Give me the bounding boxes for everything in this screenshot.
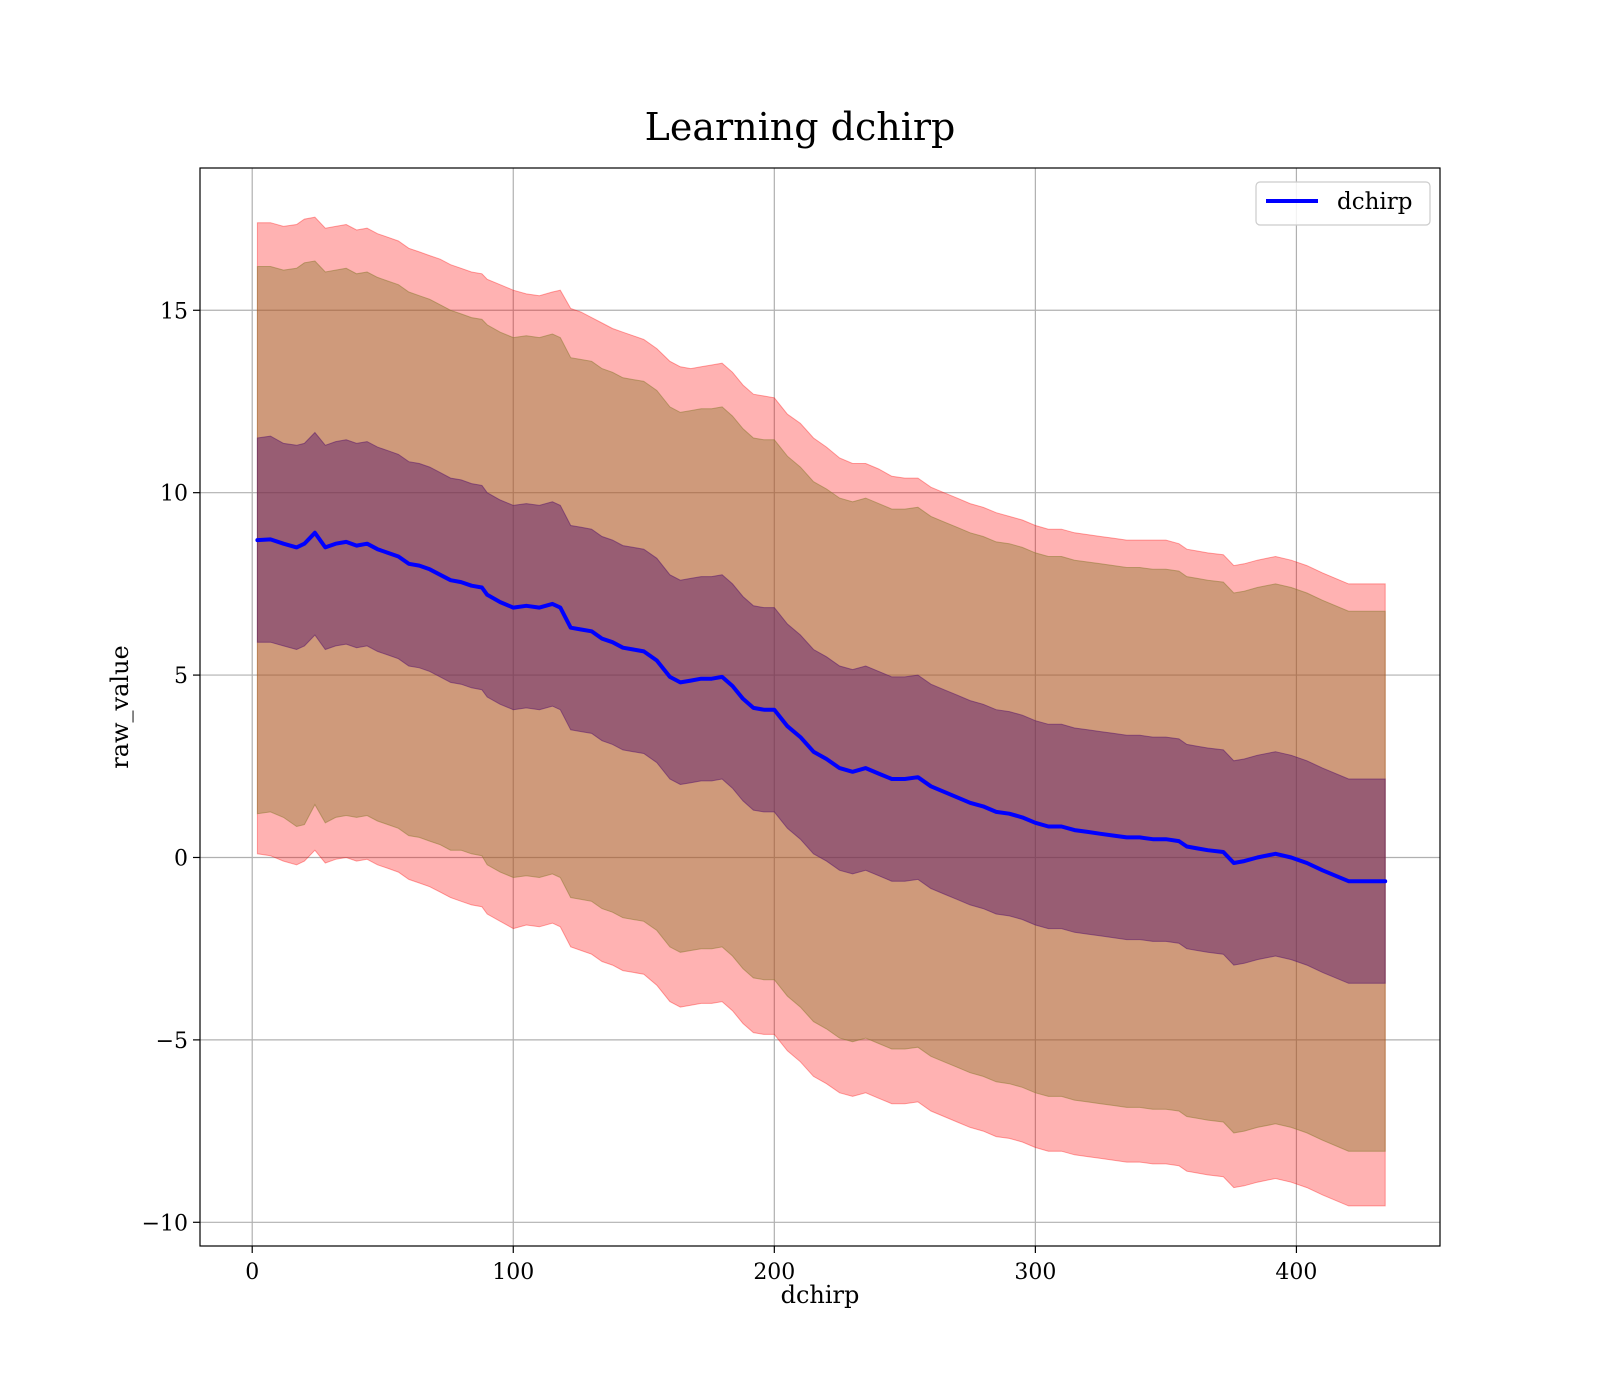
series-line-dchirp [255, 530, 1388, 884]
legend: dchirp [1255, 181, 1431, 226]
x-tick-label: 400 [1275, 1260, 1317, 1285]
plot-area-frame [199, 167, 1441, 1247]
y-tick-label: −10 [142, 1211, 188, 1236]
legend-box [1255, 181, 1431, 226]
y-tick-label: 0 [174, 846, 188, 871]
y-tick-label: 10 [160, 482, 188, 507]
y-axis-label: raw_value [106, 645, 134, 769]
band-inner [256, 431, 1386, 984]
x-axis-ticks: 0 100 200 300 400 [245, 1246, 1317, 1285]
series-lines [255, 530, 1388, 884]
band-middle [256, 260, 1386, 1152]
x-axis-label: dchirp [781, 1281, 860, 1309]
band-outer [256, 216, 1386, 1207]
x-tick-label: 100 [492, 1260, 534, 1285]
y-tick-label: 5 [174, 664, 188, 689]
chart-title: Learning dchirp [645, 105, 956, 149]
y-tick-label: 15 [160, 299, 188, 324]
x-tick-label: 300 [1014, 1260, 1056, 1285]
confidence-bands [256, 216, 1386, 1207]
y-tick-label: −5 [156, 1029, 188, 1054]
x-tick-label: 200 [753, 1260, 795, 1285]
x-tick-label: 0 [245, 1260, 259, 1285]
grid [200, 168, 1440, 1246]
legend-label: dchirp [1337, 189, 1413, 215]
y-axis-ticks: −10 −5 0 5 10 15 [142, 299, 200, 1236]
